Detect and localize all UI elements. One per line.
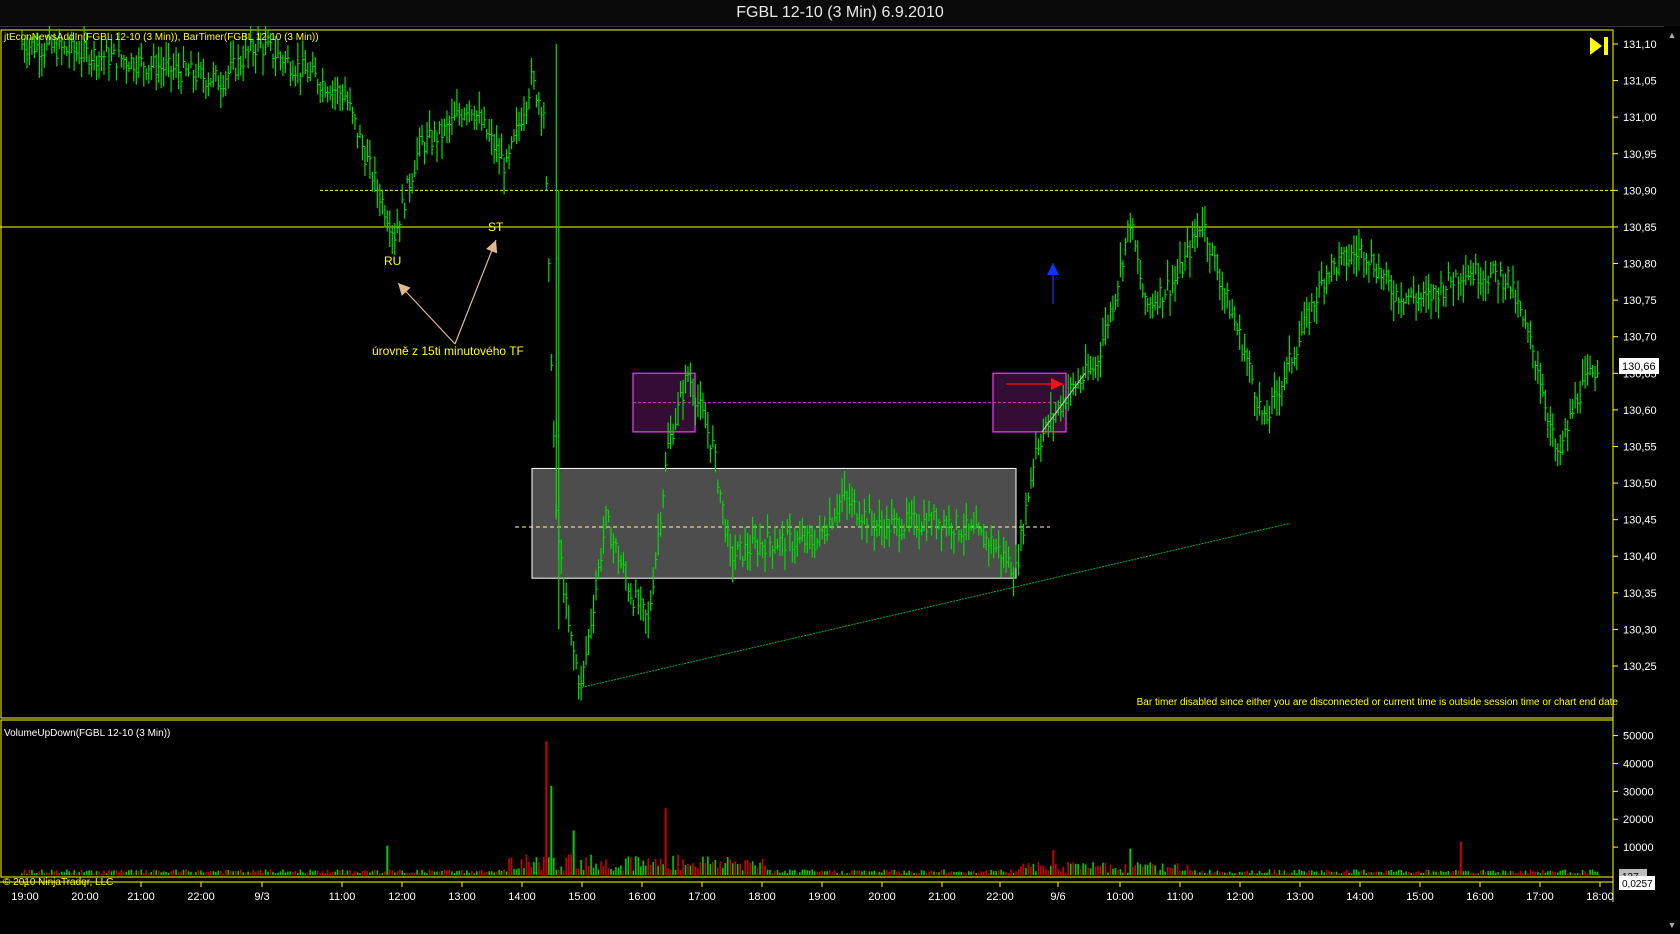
time-tick-label: 16:00	[1466, 891, 1494, 903]
scroll-down-icon[interactable]: ▼	[1667, 920, 1677, 930]
price-tick-label: 130,30	[1623, 624, 1657, 636]
price-tick-label: 131,05	[1623, 76, 1657, 88]
play-pause-icon[interactable]	[1588, 34, 1612, 58]
price-tick-label: 130,80	[1623, 259, 1657, 271]
volume-indicator-label: VolumeUpDown(FGBL 12-10 (3 Min))	[4, 728, 171, 739]
indicators-label: jtEconNewsAddIn(FGBL 12-10 (3 Min)), Bar…	[4, 32, 319, 43]
time-tick-label: 17:00	[1526, 891, 1554, 903]
time-tick-label: 14:00	[1346, 891, 1374, 903]
arrow-to-st-head	[486, 240, 498, 254]
time-tick-label: 10:00	[1106, 891, 1134, 903]
time-tick-label: 21:00	[127, 891, 155, 903]
price-panel-border	[0, 29, 1614, 719]
price-badge: 130,66	[1622, 361, 1656, 373]
time-tick-label: 22:00	[187, 891, 215, 903]
time-tick-label: 15:00	[568, 891, 596, 903]
time-tick-label: 12:00	[1226, 891, 1254, 903]
price-tick-label: 130,45	[1623, 515, 1657, 527]
annotation-st: ST	[488, 220, 504, 234]
price-tick-label: 130,70	[1623, 332, 1657, 344]
time-tick-label: 13:00	[448, 891, 476, 903]
window-title: FGBL 12-10 (3 Min) 6.9.2010	[0, 0, 1680, 27]
price-tick-label: 130,60	[1623, 405, 1657, 417]
trendline	[578, 522, 1291, 689]
box-diagonal	[1041, 372, 1086, 433]
price-bars	[21, 26, 1600, 701]
annotation-ru: RU	[384, 254, 402, 268]
price-tick-label: 130,50	[1623, 478, 1657, 490]
time-tick-label: 12:00	[388, 891, 416, 903]
time-tick-label: 9/6	[1050, 891, 1065, 903]
third-badge: 0,0257	[1622, 879, 1653, 890]
price-badge-bg	[1619, 357, 1659, 374]
time-tick-label: 18:00	[1586, 891, 1614, 903]
price-tick-label: 130,25	[1623, 661, 1657, 673]
time-tick-label: 13:00	[1286, 891, 1314, 903]
scroll-up-icon[interactable]: ▲	[1667, 30, 1677, 40]
volume-bars	[21, 741, 1599, 875]
annotation-levels-note: úrovně z 15ti minutového TF	[372, 344, 524, 358]
time-tick-label: 19:00	[11, 891, 39, 903]
volume-tick-label: 20000	[1623, 814, 1654, 826]
volume-tick-label: 40000	[1623, 758, 1654, 770]
time-tick-label: 15:00	[1406, 891, 1434, 903]
time-tick-label: 18:00	[748, 891, 776, 903]
blue-up-arrow-head	[1047, 263, 1059, 275]
time-tick-label: 19:00	[808, 891, 836, 903]
time-tick-label: 16:00	[628, 891, 656, 903]
time-tick-label: 20:00	[868, 891, 896, 903]
price-tick-label: 130,55	[1623, 441, 1657, 453]
price-tick-label: 130,90	[1623, 185, 1657, 197]
price-tick-label: 131,00	[1623, 112, 1657, 124]
price-tick-label: 130,85	[1623, 222, 1657, 234]
time-tick-label: 17:00	[688, 891, 716, 903]
price-tick-label: 131,10	[1623, 39, 1657, 51]
time-tick-label: 22:00	[986, 891, 1014, 903]
time-tick-label: 14:00	[508, 891, 536, 903]
copyright-text: © 2010 NinjaTrader, LLC	[3, 877, 114, 888]
drawings-front	[397, 239, 1291, 689]
axes-layer: 131,10 131,05 131,00 130,95 130,90 130,85 130,…	[11, 30, 1659, 903]
volume-tick-label: 10000	[1623, 842, 1654, 854]
time-tick-label: 11:00	[1167, 891, 1194, 903]
price-chart[interactable]: 131,10 131,05 131,00 130,95 130,90 130,85 130,…	[0, 26, 1662, 934]
arrow-to-st-shaft	[454, 239, 497, 345]
red-right-arrow-head	[1051, 378, 1063, 390]
vertical-scrollbar[interactable]	[1664, 26, 1680, 934]
volume-tick-label: 30000	[1623, 786, 1654, 798]
grid-layer	[0, 29, 1614, 883]
volume-panel-border	[0, 719, 1614, 878]
time-tick-label: 21:00	[928, 891, 956, 903]
time-tick-label: 11:00	[329, 891, 356, 903]
third-badge-bg	[1619, 876, 1655, 890]
time-tick-label: 9/3	[254, 891, 269, 903]
consolidation-box	[531, 467, 1017, 579]
drawings-back	[515, 372, 1067, 579]
volume-tick-label: 50000	[1623, 731, 1654, 743]
time-tick-label: 20:00	[71, 891, 99, 903]
price-tick-label: 130,40	[1623, 551, 1657, 563]
price-tick-label: 130,95	[1623, 149, 1657, 161]
arrow-to-ru-head	[398, 283, 411, 296]
price-tick-label: 130,75	[1623, 295, 1657, 307]
arrow-to-ru-shaft	[397, 282, 456, 345]
price-tick-label: 130,35	[1623, 588, 1657, 600]
bar-timer-message: Bar timer disabled since either you are …	[1136, 697, 1618, 708]
